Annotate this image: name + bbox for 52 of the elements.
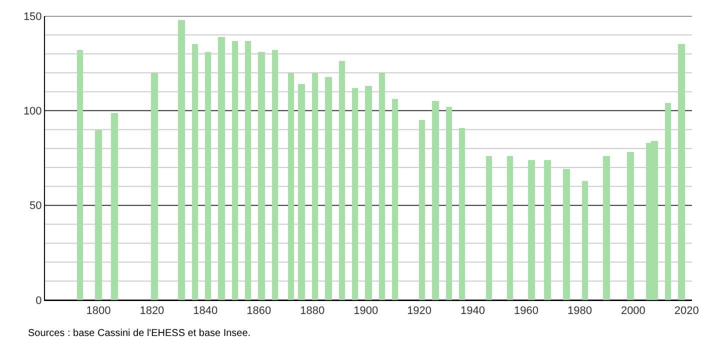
bar	[192, 44, 198, 300]
bar	[245, 41, 251, 300]
x-tick-label: 2020	[674, 305, 699, 318]
bar	[459, 128, 465, 300]
bar	[111, 113, 118, 300]
bar	[258, 52, 265, 300]
x-tick-label: 1880	[300, 305, 325, 318]
bar	[432, 101, 439, 300]
bar	[379, 73, 385, 300]
bar	[665, 103, 671, 300]
bar	[288, 73, 294, 300]
y-tick-label: 150	[23, 10, 42, 23]
bar	[603, 156, 610, 300]
bar	[627, 152, 634, 300]
bar	[392, 99, 398, 300]
bar	[352, 88, 358, 300]
bar	[325, 77, 332, 300]
bar	[77, 50, 83, 300]
bar	[544, 160, 551, 300]
bar	[298, 84, 305, 300]
bar	[205, 52, 211, 300]
bar	[95, 130, 102, 300]
bar	[486, 156, 492, 300]
x-tick-label: 2000	[620, 305, 646, 318]
x-tick-label: 1860	[246, 305, 272, 318]
y-tick-label: 0	[36, 294, 42, 307]
y-tick-label: 50	[30, 200, 42, 212]
x-tick-label: 1820	[140, 305, 164, 318]
bar	[218, 37, 225, 300]
x-tick-label: 1800	[86, 305, 111, 318]
bar	[419, 120, 425, 300]
source-note: Sources : base Cassini de l'EHESS et base Insee.	[28, 328, 251, 339]
bar	[365, 86, 372, 300]
bar	[446, 107, 452, 300]
bar	[232, 41, 238, 300]
x-tick-label: 1900	[354, 305, 378, 318]
bar	[339, 61, 345, 300]
bar	[582, 181, 588, 300]
bar	[312, 73, 318, 300]
y-tick-label: 100	[23, 106, 42, 118]
x-tick-label: 1920	[407, 305, 432, 318]
x-tick-label: 1980	[567, 305, 592, 318]
bar	[678, 44, 685, 300]
bar	[528, 160, 535, 300]
bar	[178, 20, 185, 300]
x-tick-label: 1840	[193, 305, 218, 318]
bar	[563, 169, 570, 300]
x-tick-label: 1960	[514, 305, 538, 318]
x-tick-label: 1940	[460, 305, 486, 318]
bar	[151, 73, 158, 300]
bar	[507, 156, 513, 300]
bar	[272, 50, 278, 300]
